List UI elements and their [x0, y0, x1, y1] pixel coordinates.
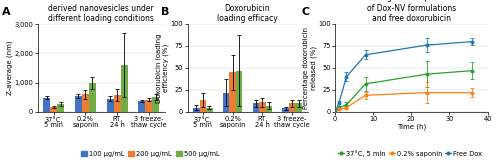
Text: B: B: [161, 7, 170, 17]
Title: Drug release profile
of Dox-NV formulations
and free doxorubicin: Drug release profile of Dox-NV formulati…: [366, 0, 456, 23]
X-axis label: Time (h): Time (h): [396, 124, 426, 130]
Bar: [200, 100, 206, 112]
Bar: [252, 103, 259, 112]
Bar: [193, 108, 200, 112]
Bar: [89, 83, 96, 112]
Bar: [282, 108, 289, 112]
Bar: [289, 103, 296, 112]
Bar: [75, 96, 82, 112]
Bar: [223, 93, 230, 112]
Title: Size of doxorubicin loaded cell
derived nanovesicles under
different loading con: Size of doxorubicin loaded cell derived …: [43, 0, 160, 23]
Bar: [138, 101, 145, 112]
Bar: [236, 71, 242, 112]
Bar: [146, 100, 152, 112]
Bar: [152, 97, 159, 112]
Bar: [230, 72, 236, 112]
Text: C: C: [302, 7, 310, 17]
Bar: [57, 104, 64, 112]
Bar: [82, 94, 89, 112]
Bar: [44, 98, 51, 112]
Bar: [106, 99, 114, 112]
Text: A: A: [2, 7, 10, 17]
Legend: 37°C, 5 min, 0.2% saponin, Free Dox: 37°C, 5 min, 0.2% saponin, Free Dox: [338, 150, 482, 157]
Bar: [259, 102, 266, 112]
Title: Doxorubicin
loading efficacy: Doxorubicin loading efficacy: [217, 4, 278, 23]
Bar: [50, 107, 57, 112]
Y-axis label: Percentage doxorubicin
released (%): Percentage doxorubicin released (%): [304, 27, 317, 109]
Bar: [114, 95, 120, 112]
Bar: [266, 106, 272, 112]
Bar: [206, 108, 212, 112]
Y-axis label: Doxorubicin loading
efficiency (%): Doxorubicin loading efficiency (%): [156, 33, 170, 103]
Y-axis label: Z-average (nm): Z-average (nm): [6, 41, 13, 95]
Legend: 100 µg/mL, 200 µg/mL, 500 µg/mL: 100 µg/mL, 200 µg/mL, 500 µg/mL: [80, 151, 220, 157]
Bar: [120, 65, 128, 112]
Bar: [296, 103, 302, 112]
